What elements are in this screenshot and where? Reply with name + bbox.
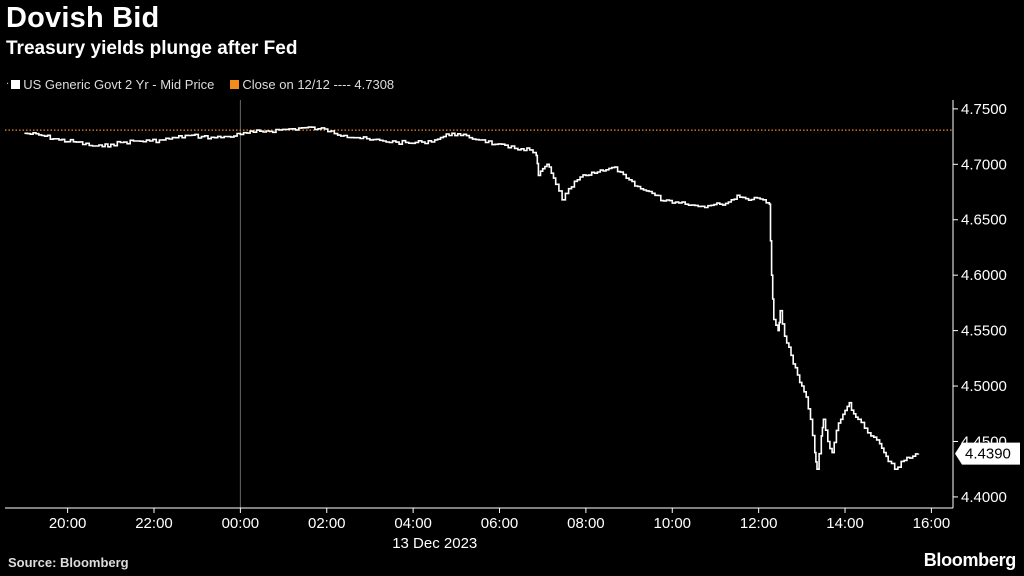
x-tick-label: 08:00 <box>567 515 605 532</box>
source-note: Source: Bloomberg <box>8 555 129 570</box>
x-tick-label: 02:00 <box>308 515 346 532</box>
y-tick-label: 4.7000 <box>961 156 1007 173</box>
chart-subtitle: Treasury yields plunge after Fed <box>6 38 298 59</box>
legend: ‧ US Generic Govt 2 Yr - Mid Price Close… <box>6 77 394 92</box>
chart-title: Dovish Bid <box>6 2 160 34</box>
y-tick-label: 4.7500 <box>961 101 1007 118</box>
x-tick-label: 12:00 <box>740 515 778 532</box>
last-value-tag <box>955 442 1020 465</box>
y-tick-label: 4.5000 <box>961 378 1007 395</box>
x-date-label: 13 Dec 2023 <box>392 535 477 552</box>
y-tick-label: 4.5500 <box>961 323 1007 340</box>
legend-close-swatch <box>230 80 240 89</box>
legend-series-label: US Generic Govt 2 Yr - Mid Price <box>23 77 215 92</box>
series-line-us-2yr <box>24 126 920 470</box>
x-tick-label: 04:00 <box>394 515 432 532</box>
legend-series-swatch <box>11 80 21 89</box>
x-tick-label: 00:00 <box>222 515 260 532</box>
legend-pin-icon: ‧ <box>6 79 10 90</box>
y-tick-label: 4.4000 <box>961 489 1007 506</box>
x-tick-label: 16:00 <box>913 515 951 532</box>
legend-close-label: Close on 12/12 ---- 4.7308 <box>242 77 395 92</box>
x-tick-label: 10:00 <box>653 515 691 532</box>
x-tick-label: 14:00 <box>826 515 864 532</box>
bloomberg-logo: Bloomberg <box>923 550 1017 570</box>
y-tick-label: 4.6000 <box>961 267 1007 284</box>
x-tick-label: 06:00 <box>481 515 519 532</box>
last-value-label: 4.4390 <box>965 446 1011 463</box>
y-tick-label: 4.6500 <box>961 212 1007 229</box>
x-tick-label: 20:00 <box>49 515 87 532</box>
x-tick-label: 22:00 <box>135 515 173 532</box>
